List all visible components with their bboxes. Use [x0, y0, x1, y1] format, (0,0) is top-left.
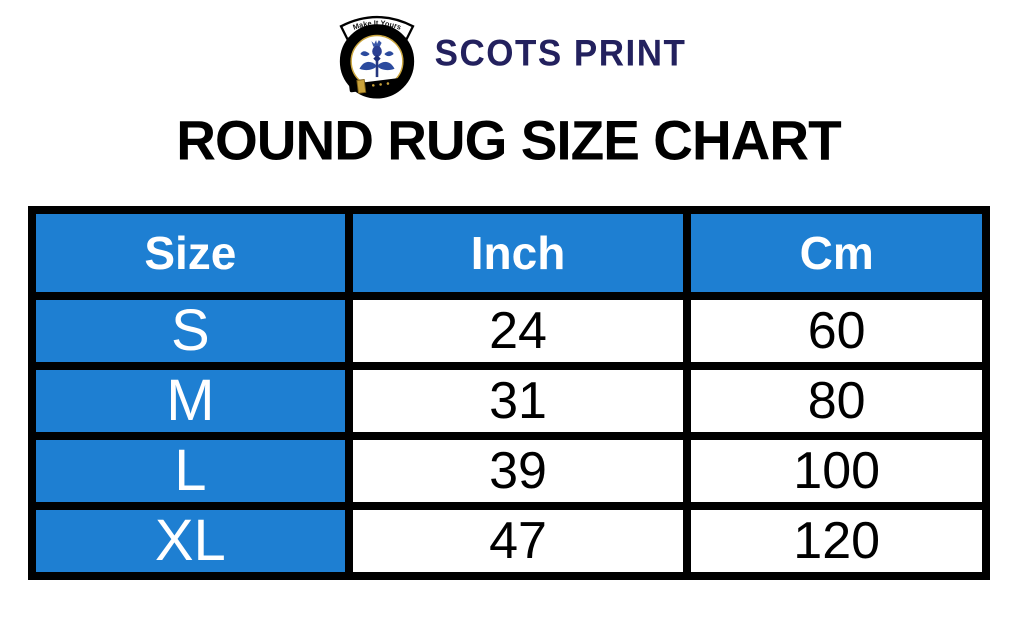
size-label: L [28, 432, 353, 510]
cm-value: 80 [683, 362, 990, 440]
page-title: ROUND RUG SIZE CHART [176, 108, 841, 172]
table-row-m: M 31 80 [28, 362, 990, 440]
thistle-clan-crest-icon: Make It Yours [339, 16, 415, 99]
table-row-l: L 39 100 [28, 432, 990, 510]
cm-value: 120 [683, 502, 990, 580]
inch-value: 39 [344, 432, 692, 510]
belt-buckle [348, 77, 405, 94]
thistle-icon [359, 40, 395, 78]
cm-value: 60 [683, 292, 990, 370]
table-row-s: S 24 60 [28, 292, 990, 370]
inch-value: 47 [344, 502, 692, 580]
belt-tail [372, 89, 382, 99]
inch-value: 31 [344, 362, 692, 440]
column-header-inch: Inch [344, 206, 692, 300]
column-header-size: Size [28, 206, 353, 300]
brand-header: Make It Yours [0, 6, 1017, 102]
size-label: XL [28, 502, 353, 580]
size-chart-table: Size Inch Cm S 24 60 M 31 80 L 39 100 [28, 206, 990, 580]
size-label: S [28, 292, 353, 370]
brand-name: SCOTS PRINT [434, 33, 687, 74]
cm-value: 100 [683, 432, 990, 510]
header-row: Size Inch Cm [28, 206, 990, 300]
size-label: M [28, 362, 353, 440]
column-header-cm: Cm [683, 206, 990, 300]
table-row-xl: XL 47 120 [28, 502, 990, 580]
inch-value: 24 [344, 292, 692, 370]
